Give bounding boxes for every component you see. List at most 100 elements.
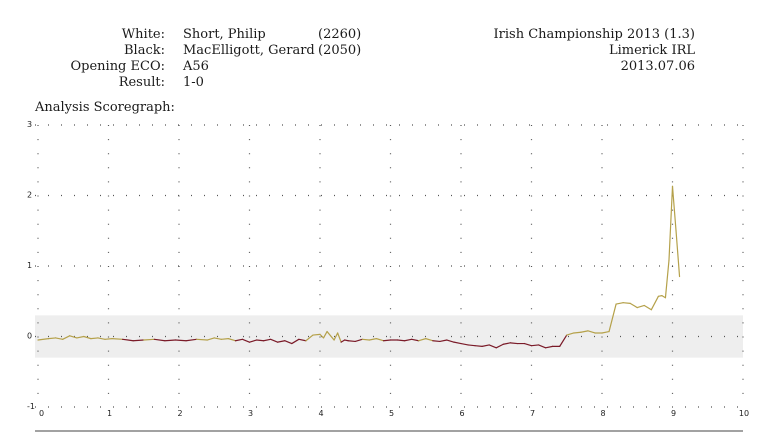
score-line-segment <box>530 344 540 347</box>
y-tick-label: 2 <box>27 191 32 200</box>
score-line-segment <box>671 185 677 232</box>
score-line-segment <box>474 345 483 347</box>
score-line-segment <box>132 339 145 342</box>
x-tick-label: 0 <box>39 409 44 418</box>
score-line-segment <box>559 334 568 347</box>
score-line-segment <box>337 332 342 343</box>
eco-code: A56 <box>183 59 209 74</box>
score-line-segment <box>608 303 617 333</box>
section-title: Analysis Scoregraph: <box>35 100 175 115</box>
y-tick-label: -1 <box>27 402 35 411</box>
score-line-segment <box>220 338 229 340</box>
score-line-segment <box>111 338 124 340</box>
score-line-segment <box>284 340 293 345</box>
score-line-segment <box>83 335 92 340</box>
score-line-segment <box>495 343 504 349</box>
x-tick-label: 6 <box>459 409 464 418</box>
score-line-segment <box>453 341 462 345</box>
score-line-segment <box>153 338 166 342</box>
score-line-segment <box>298 338 307 342</box>
score-line-segment <box>277 340 286 343</box>
score-line-segment <box>263 338 272 342</box>
x-tick-label: 1 <box>107 409 112 418</box>
y-tick-label: 1 <box>27 261 32 270</box>
event-site: Limerick IRL <box>608 43 695 58</box>
x-tick-label: 5 <box>389 409 394 418</box>
score-line-segment <box>185 338 198 342</box>
score-line-segment <box>650 295 660 311</box>
score-line-segment <box>622 302 631 304</box>
score-line-segment <box>37 338 50 341</box>
score-line-segment <box>488 344 497 349</box>
x-tick-label: 2 <box>177 409 182 418</box>
score-line-segment <box>481 344 490 347</box>
score-line-segment <box>322 330 328 339</box>
score-line-segment <box>76 335 85 339</box>
score-line-segment <box>206 337 215 341</box>
black-rating: (2050) <box>318 43 362 58</box>
score-line-segment <box>418 338 427 342</box>
score-line-segment <box>312 333 321 336</box>
score-line-segment <box>460 342 469 346</box>
x-tick-label: 7 <box>530 409 535 418</box>
score-line-segment <box>580 330 589 333</box>
score-line-segment <box>411 338 420 342</box>
score-line-segment <box>333 332 339 341</box>
score-line-segment <box>347 340 356 343</box>
score-line-segment <box>432 340 441 343</box>
black-player-name: MacElligott, Gerard <box>183 43 315 58</box>
score-line-segment <box>467 344 476 347</box>
score-line-segment <box>643 304 652 311</box>
score-line-segment <box>396 339 406 342</box>
score-line-segment <box>446 339 455 343</box>
score-line-segment <box>675 230 681 278</box>
score-line-segment <box>69 335 78 339</box>
score-line-segment <box>255 339 265 342</box>
score-line-segment <box>62 335 71 340</box>
x-tick-label: 8 <box>600 409 605 418</box>
score-line-segment <box>375 338 385 342</box>
score-line-segment <box>537 344 547 349</box>
x-tick-label: 9 <box>671 409 676 418</box>
y-tick-label: 0 <box>27 332 32 341</box>
event-date: 2013.07.06 <box>620 59 695 74</box>
score-line-segment <box>629 302 638 309</box>
score-line-segment <box>523 342 533 347</box>
score-line-segment <box>566 332 575 336</box>
event-name: Irish Championship 2013 (1.3) <box>493 27 695 42</box>
score-line-segment <box>213 337 222 340</box>
score-line-segment <box>97 337 106 340</box>
score-line-segment <box>305 334 314 342</box>
score-line-segment <box>241 338 251 343</box>
score-line-segment <box>234 338 244 342</box>
score-line-segment <box>502 342 511 345</box>
score-line-segment <box>248 339 258 343</box>
score-line-segment <box>326 330 335 341</box>
score-line-segment <box>340 339 346 343</box>
result-value: 1-0 <box>183 75 204 90</box>
x-tick-label: 10 <box>739 409 749 418</box>
score-line-segment <box>361 338 370 341</box>
score-line-segment <box>587 330 596 334</box>
score-line-segment <box>319 333 325 339</box>
score-line-segment <box>164 339 177 342</box>
white-label: White: <box>121 27 165 42</box>
score-line-segment <box>354 338 363 343</box>
score-line-segment <box>615 302 624 305</box>
score-line-segment <box>143 338 155 341</box>
black-label: Black: <box>124 43 165 58</box>
score-line-segment <box>668 185 674 261</box>
score-line-segment <box>382 339 392 342</box>
result-label: Result: <box>118 75 165 90</box>
score-line-segment <box>121 338 134 342</box>
score-line-segment <box>509 342 519 345</box>
score-line-segment <box>227 338 236 342</box>
white-player-name: Short, Philip <box>183 27 266 42</box>
score-line-segment <box>174 339 187 342</box>
x-tick-label: 4 <box>318 409 323 418</box>
score-line-segment <box>291 338 300 345</box>
score-line-segment <box>661 295 667 299</box>
score-line-segment <box>573 331 582 334</box>
score-line-segment <box>664 259 670 299</box>
